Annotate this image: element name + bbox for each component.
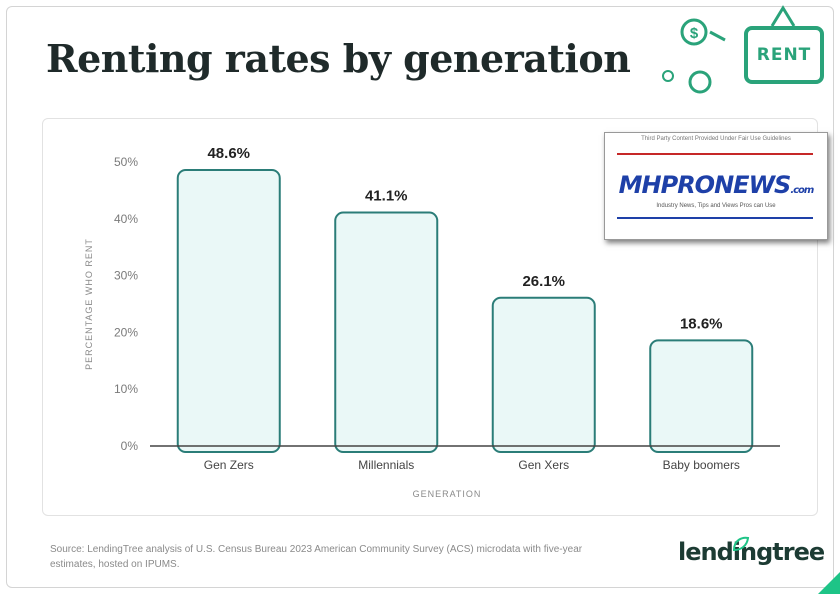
- leaf-icon: [732, 536, 750, 552]
- dollar-coin-icon: $: [680, 18, 708, 46]
- bar-value-label: 18.6%: [680, 315, 723, 332]
- y-tick-label: 10%: [114, 382, 138, 396]
- x-axis-label: GENERATION: [413, 489, 482, 499]
- sign-hanger-icon: [770, 5, 796, 27]
- small-coin-icon: [662, 70, 712, 94]
- x-tick-label: Baby boomers: [663, 458, 740, 472]
- bar-value-label: 41.1%: [365, 188, 408, 205]
- watermark-rule-top: [617, 153, 813, 155]
- rent-sign-icon: RENT: [744, 26, 824, 84]
- x-tick-label: Gen Zers: [204, 458, 254, 472]
- y-tick-label: 50%: [114, 155, 138, 169]
- x-tick-label: Gen Xers: [518, 458, 569, 472]
- y-tick-label: 30%: [114, 269, 138, 283]
- mhpronews-watermark: Third Party Content Provided Under Fair …: [604, 132, 828, 240]
- watermark-rule-bottom: [617, 217, 813, 219]
- y-tick-label: 0%: [121, 439, 139, 453]
- corner-accent: [818, 572, 840, 594]
- bar-value-label: 48.6%: [207, 145, 250, 162]
- svg-text:$: $: [690, 25, 699, 42]
- coin-icons: $: [662, 18, 726, 94]
- bar: [491, 296, 596, 454]
- bar: [334, 211, 439, 453]
- chart-title: Renting rates by generation: [46, 36, 631, 81]
- source-note: Source: LendingTree analysis of U.S. Cen…: [50, 544, 583, 570]
- watermark-logo-suffix: .com: [790, 185, 814, 196]
- lendingtree-logo: lendingtree: [678, 538, 825, 566]
- bar: [176, 168, 281, 453]
- watermark-logo: MHPRONEWS.com: [605, 171, 827, 199]
- bar: [649, 339, 754, 453]
- watermark-notice: Third Party Content Provided Under Fair …: [641, 136, 791, 142]
- plot-frame: [42, 118, 818, 516]
- y-axis-label: PERCENTAGE WHO RENT: [84, 238, 94, 370]
- bar-value-label: 26.1%: [522, 273, 565, 290]
- watermark-tagline: Industry News, Tips and Views Pros can U…: [656, 203, 776, 209]
- x-tick-label: Millennials: [358, 458, 414, 472]
- watermark-logo-text: MHPRONEWS: [618, 171, 792, 199]
- y-tick-label: 40%: [114, 212, 138, 226]
- y-tick-label: 20%: [114, 325, 138, 339]
